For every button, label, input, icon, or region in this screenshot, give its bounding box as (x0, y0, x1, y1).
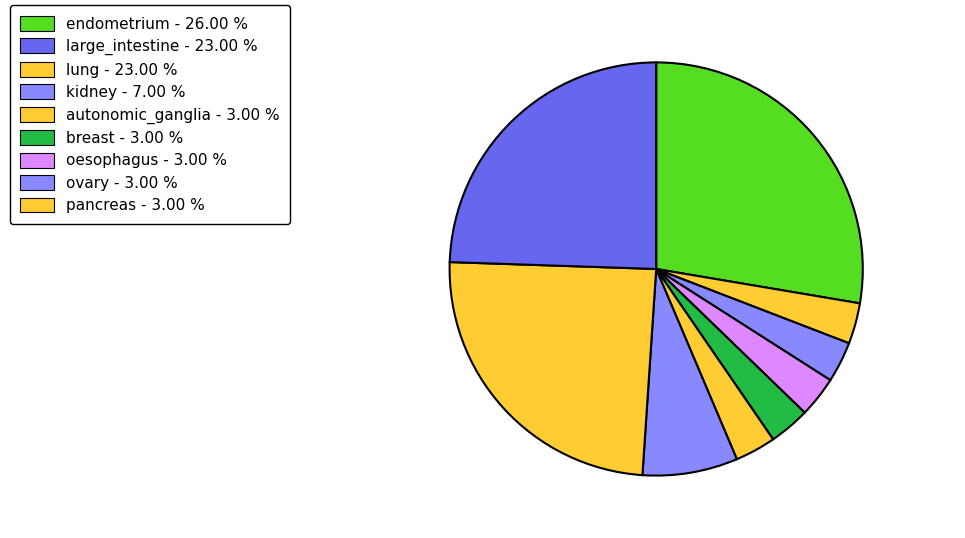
Legend: endometrium - 26.00 %, large_intestine - 23.00 %, lung - 23.00 %, kidney - 7.00 : endometrium - 26.00 %, large_intestine -… (10, 5, 290, 224)
Wedge shape (656, 62, 863, 303)
Wedge shape (643, 269, 737, 476)
Wedge shape (450, 262, 656, 475)
Wedge shape (656, 269, 860, 343)
Wedge shape (656, 269, 849, 380)
Wedge shape (656, 269, 830, 413)
Wedge shape (656, 269, 773, 459)
Wedge shape (656, 269, 805, 440)
Wedge shape (450, 62, 656, 269)
